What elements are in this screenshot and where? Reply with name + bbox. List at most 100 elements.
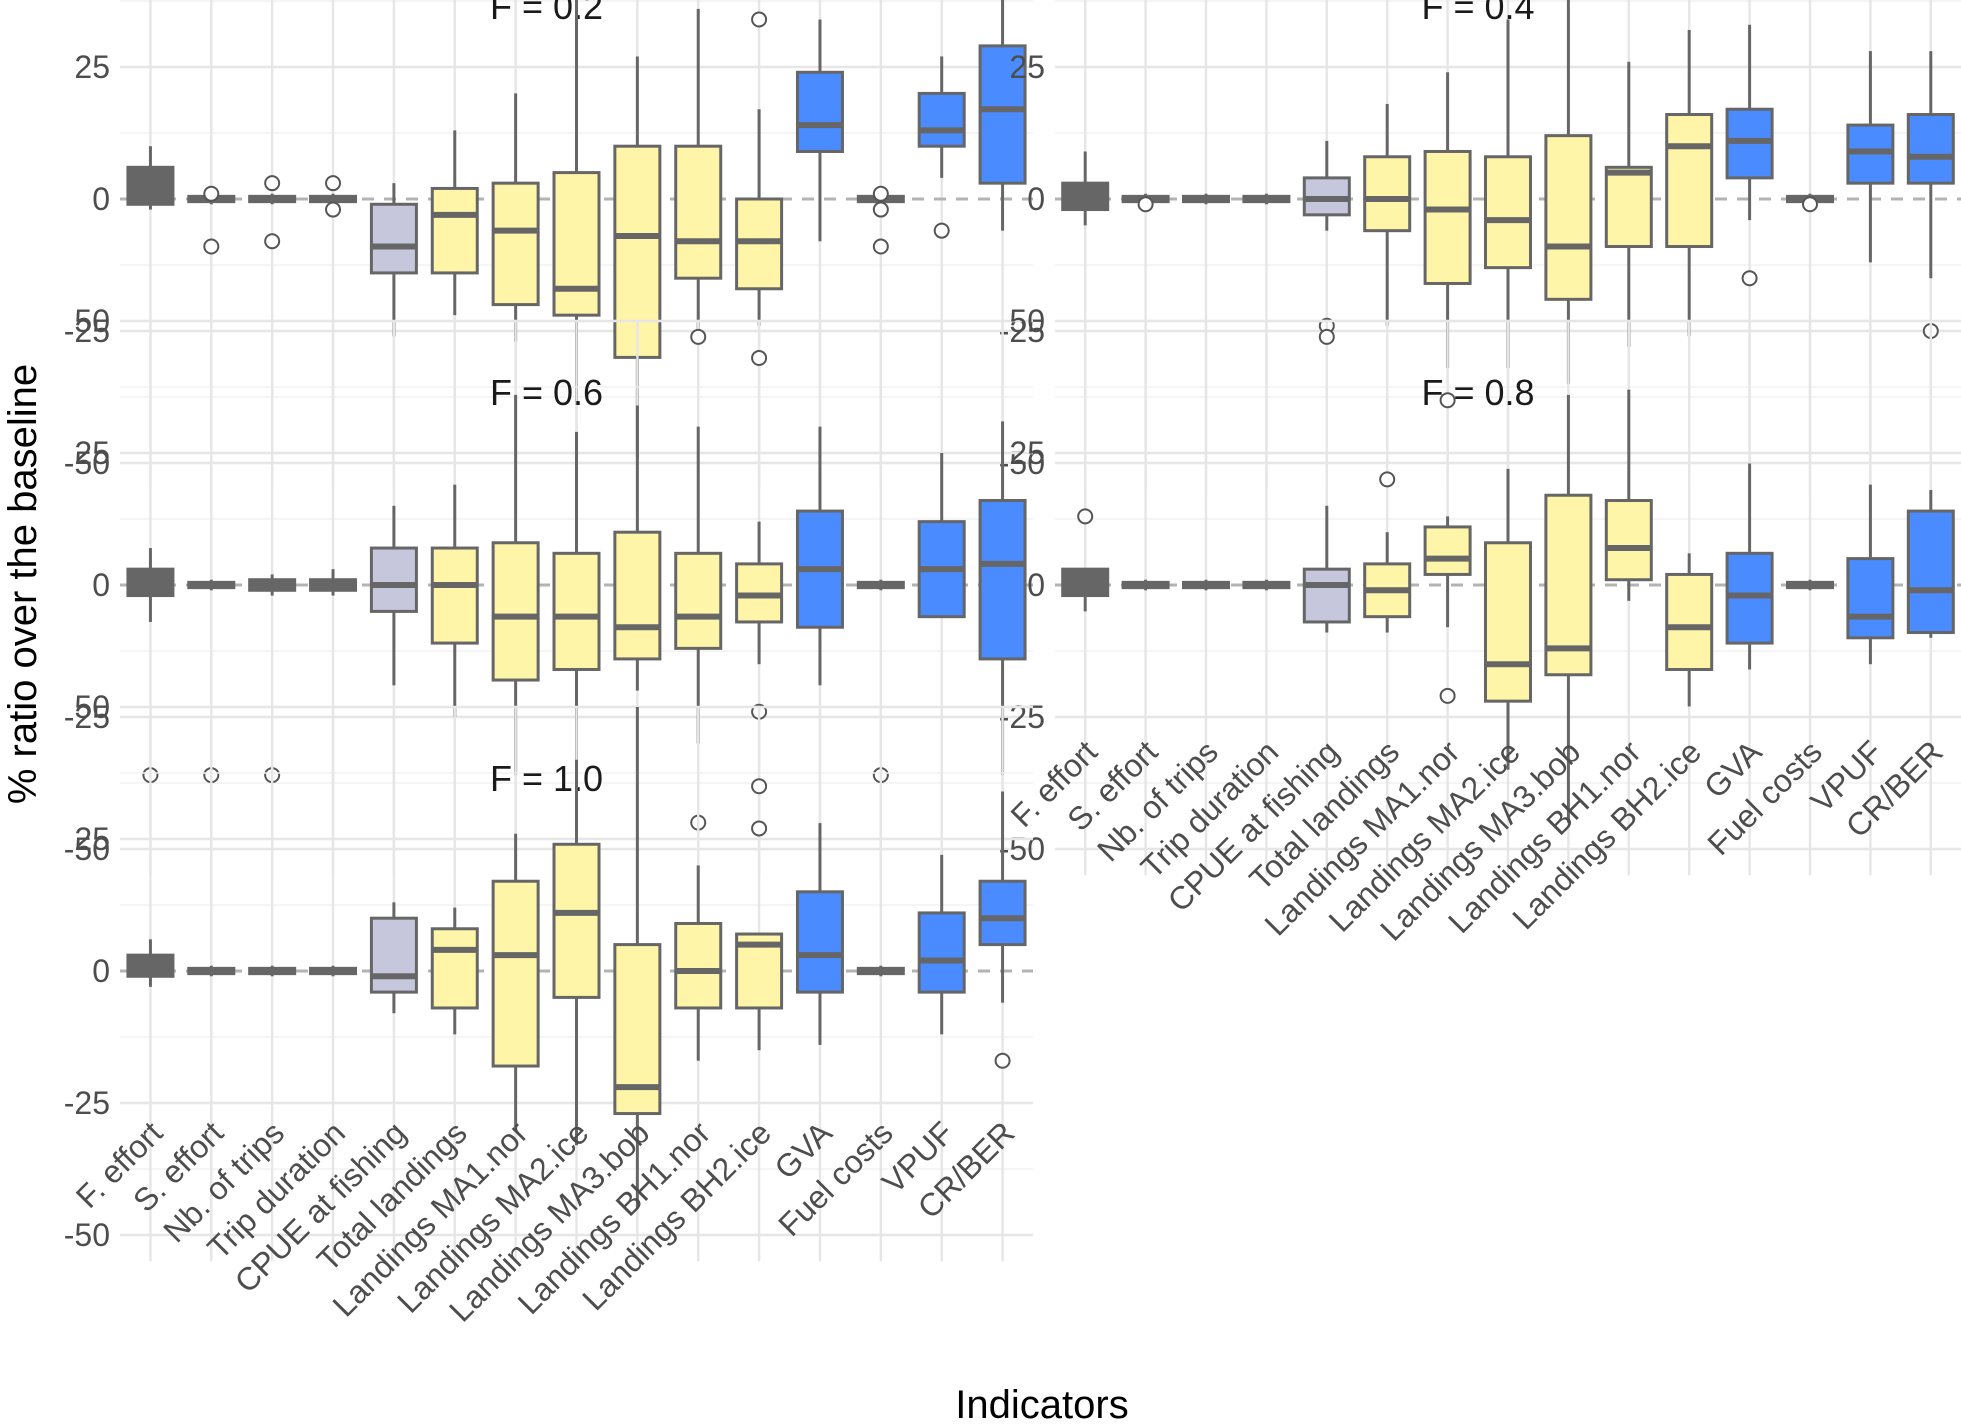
box-4 <box>1302 328 1351 633</box>
box-1 <box>187 579 236 784</box>
box-13 <box>917 56 966 239</box>
outlier-point <box>1379 471 1396 488</box>
outlier-point <box>751 11 768 28</box>
outlier-point <box>264 233 281 250</box>
y-tick-label: 50 <box>1009 303 1045 339</box>
outlier-point <box>1439 392 1456 409</box>
outlier-point <box>872 201 889 218</box>
box-11 <box>795 19 844 242</box>
box-iqr <box>430 546 479 645</box>
box-iqr <box>674 921 723 1010</box>
box-8 <box>1544 0 1593 384</box>
outlier-point <box>203 238 220 255</box>
box-iqr <box>491 181 540 307</box>
box-12 <box>856 965 905 977</box>
box-iqr <box>552 551 601 671</box>
box-iqr <box>795 890 844 994</box>
box-6 <box>491 833 540 1130</box>
box-5 <box>430 907 479 1035</box>
box-3 <box>1242 193 1291 205</box>
box-2 <box>248 175 297 250</box>
box-8 <box>613 405 662 691</box>
box-0 <box>1061 508 1110 612</box>
outlier-point <box>325 201 342 218</box>
box-10 <box>1665 30 1714 337</box>
box-iqr <box>1544 493 1593 677</box>
panel-title: F = 0.6 <box>490 372 603 413</box>
box-5 <box>430 130 479 316</box>
y-tick-label: -25 <box>64 1085 110 1121</box>
box-iqr <box>1302 567 1351 624</box>
box-3 <box>309 569 358 596</box>
box-0 <box>126 939 175 987</box>
box-4 <box>369 183 418 337</box>
box-7 <box>552 431 601 770</box>
box-9 <box>1604 389 1653 601</box>
y-tick-label: -50 <box>999 831 1045 867</box>
y-tick-label: -50 <box>64 1217 110 1253</box>
y-tick-label: -25 <box>64 699 110 735</box>
box-iqr <box>674 551 723 650</box>
box-14 <box>978 421 1027 776</box>
outlier-point <box>872 238 889 255</box>
box-iqr <box>1906 113 1955 185</box>
box-4 <box>369 902 418 1014</box>
box-iqr <box>978 44 1027 185</box>
box-iqr <box>795 70 844 153</box>
box-13 <box>917 453 966 619</box>
box-iqr <box>430 186 479 275</box>
box-6 <box>1423 392 1472 704</box>
box-0 <box>126 146 175 210</box>
box-iqr <box>1846 557 1895 640</box>
box-2 <box>248 574 297 784</box>
outlier-point <box>325 175 342 192</box>
panel-title: F = 0.4 <box>1421 0 1534 27</box>
box-iqr <box>552 171 601 317</box>
y-tick-label: -50 <box>64 445 110 481</box>
outlier-point <box>751 820 768 837</box>
box-iqr <box>369 202 418 275</box>
y-tick-label: 25 <box>74 821 110 857</box>
y-tick-label: 25 <box>74 49 110 85</box>
box-iqr <box>1544 134 1593 301</box>
outlier-point <box>690 328 707 345</box>
box-9 <box>674 865 723 1061</box>
outlier-point <box>751 349 768 366</box>
box-iqr <box>917 91 966 148</box>
box-14 <box>978 791 1027 1069</box>
box-12 <box>1786 193 1834 213</box>
outlier-point <box>933 222 950 239</box>
box-iqr <box>1604 499 1653 582</box>
y-tick-label: -25 <box>999 699 1045 735</box>
box-iqr <box>1484 155 1532 270</box>
outlier-point <box>1318 328 1335 345</box>
outlier-point <box>1802 196 1818 213</box>
box-8 <box>1544 394 1593 823</box>
box-1 <box>187 185 236 255</box>
box-3 <box>309 175 358 218</box>
box-1 <box>1121 579 1170 591</box>
box-13 <box>917 854 966 1035</box>
y-tick-label: 50 <box>74 303 110 339</box>
y-tick-label: 25 <box>1009 435 1045 471</box>
box-1 <box>1121 193 1170 213</box>
box-iqr <box>917 911 966 994</box>
box-14 <box>1906 489 1955 638</box>
y-tick-label: -50 <box>64 831 110 867</box>
box-0 <box>1061 151 1110 226</box>
y-tick-label: 0 <box>1027 567 1045 603</box>
box-iqr <box>1906 509 1955 635</box>
box-7 <box>1484 468 1532 770</box>
y-tick-label: 0 <box>92 181 110 217</box>
box-6 <box>491 93 540 342</box>
box-iqr <box>1484 541 1532 703</box>
box-iqr <box>1665 113 1714 249</box>
outlier-point <box>1077 508 1094 525</box>
box-iqr <box>491 541 540 682</box>
box-13 <box>1846 51 1895 263</box>
box-4 <box>369 505 418 686</box>
box-12 <box>856 185 905 255</box>
box-iqr <box>978 499 1027 661</box>
